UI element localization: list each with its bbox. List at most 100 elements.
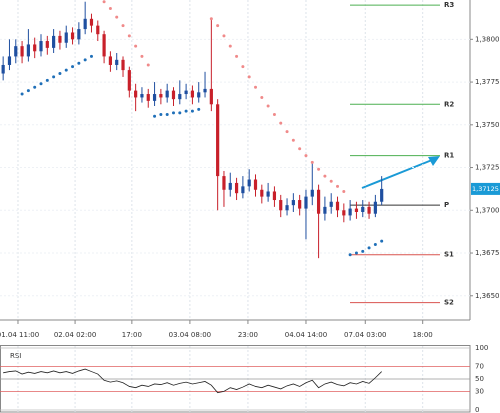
candle-body (64, 32, 68, 43)
sar-dot (45, 78, 49, 82)
y-tick-label: 1,3750 (475, 121, 500, 129)
rsi-tick-label: 100 (475, 344, 488, 352)
sar-dot (285, 130, 289, 134)
sar-dot (26, 89, 30, 93)
sar-dot (266, 104, 270, 108)
sar-dot (102, 0, 106, 4)
sar-dot (184, 109, 188, 113)
candle-body (216, 104, 220, 177)
x-tick-label: 01.04 11:00 (0, 331, 39, 339)
x-tick-label: 17:00 (122, 331, 142, 339)
candle-body (102, 34, 106, 57)
candle-body (171, 90, 176, 100)
sar-dot (367, 246, 371, 250)
candle-body (342, 210, 346, 216)
sar-dot (348, 253, 352, 257)
y-tick-label: 1,3775 (475, 78, 500, 86)
sar-dot (197, 107, 201, 111)
candle-body (70, 32, 75, 40)
candle-body (354, 208, 359, 212)
candle-body (367, 206, 371, 214)
sar-dot (216, 24, 220, 28)
sar-dot (272, 113, 276, 117)
sar-dot (310, 160, 314, 164)
last-price-label: 1,37125 (472, 185, 499, 193)
sar-dot (115, 15, 119, 19)
sar-dot (159, 113, 163, 117)
x-tick-label: 04.04 14:00 (285, 331, 327, 339)
sar-dot (77, 61, 81, 65)
sar-dot (329, 179, 333, 183)
sar-dot (58, 72, 62, 76)
y-tick-label: 1,3700 (475, 206, 500, 214)
sar-dot (64, 68, 68, 72)
candle-body (285, 205, 289, 211)
candle-body (316, 189, 321, 214)
rsi-tick-label: 50 (475, 375, 484, 383)
pivot-label: R2 (444, 100, 454, 108)
candle-body (241, 186, 245, 194)
sar-dot (171, 111, 175, 115)
sar-dot (165, 113, 169, 117)
candle-body (348, 208, 352, 216)
sar-dot (153, 114, 157, 118)
candle-body (304, 196, 308, 209)
rsi-line (3, 368, 382, 394)
sar-dot (121, 24, 125, 28)
sar-dot (260, 95, 264, 99)
candle-body (7, 56, 12, 65)
candle-body (335, 201, 340, 211)
candle-body (222, 176, 226, 190)
candle-body (266, 191, 270, 197)
sar-dot (235, 54, 239, 58)
sar-dot (228, 44, 232, 48)
sar-dot (291, 138, 295, 142)
rsi-tick-label: 0 (475, 406, 479, 413)
candle-body (58, 35, 62, 43)
sar-dot (336, 184, 340, 188)
sar-dot (304, 154, 308, 158)
sar-dot (52, 75, 56, 79)
candle-body (361, 206, 365, 212)
sar-dot (279, 121, 283, 125)
candle-body (115, 59, 119, 65)
sar-dot (140, 54, 144, 58)
sar-dot (178, 111, 182, 115)
candle-body (14, 46, 18, 57)
candle-body (310, 189, 314, 197)
y-tick-label: 1,3650 (475, 292, 500, 300)
sar-dot (190, 109, 194, 113)
sar-dot (209, 17, 213, 21)
sar-dot (83, 58, 87, 62)
sar-dot (254, 85, 258, 89)
rsi-tick-label: 70 (475, 363, 484, 371)
candle-body (190, 90, 195, 98)
sar-dot (317, 167, 321, 171)
candle-body (380, 188, 384, 202)
x-tick-label: 23:00 (238, 331, 258, 339)
candle-body (272, 191, 277, 201)
sar-dot (127, 34, 131, 38)
candle-body (228, 182, 232, 190)
last-price-box (471, 182, 500, 195)
candle-body (209, 88, 213, 105)
candle-body (253, 179, 258, 190)
candle-body (96, 25, 100, 35)
sar-dot (323, 174, 327, 178)
candle-body (197, 92, 201, 98)
annotation-arrow (361, 159, 433, 189)
sar-dot (373, 242, 377, 246)
pivot-label: R1 (444, 152, 454, 160)
candle-body (127, 70, 131, 91)
candle-body (329, 201, 333, 207)
candle-body (203, 88, 207, 93)
sar-dot (354, 251, 358, 255)
x-tick-label: 18:00 (413, 331, 433, 339)
sar-dot (33, 85, 37, 89)
annotation-arrowhead (428, 156, 440, 166)
sar-dot (241, 65, 245, 69)
sar-dot (134, 44, 138, 48)
candle-body (184, 90, 188, 95)
